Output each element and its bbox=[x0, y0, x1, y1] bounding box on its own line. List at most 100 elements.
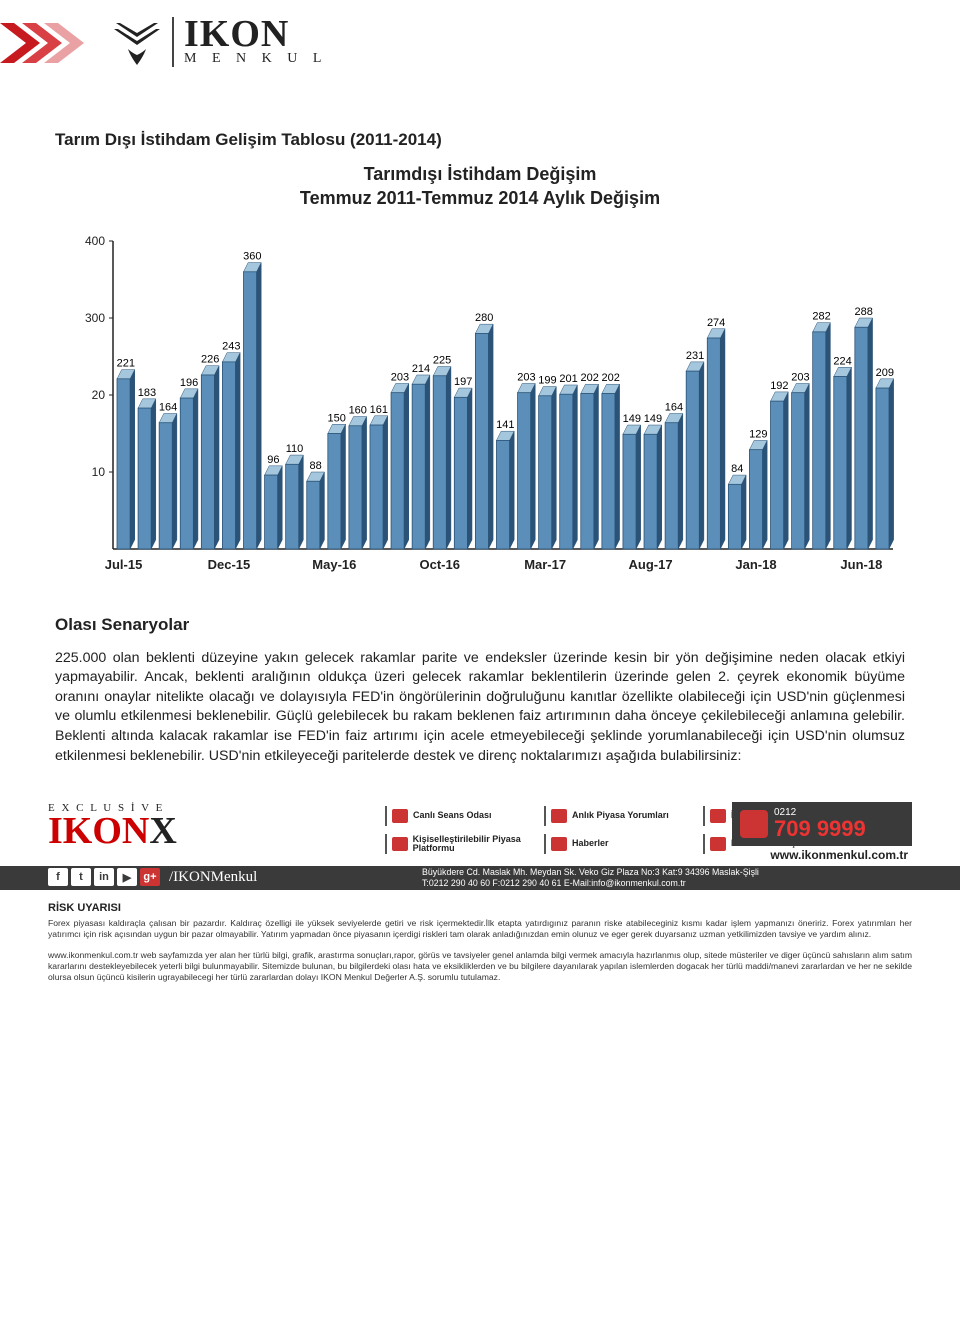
feature-icon bbox=[551, 837, 567, 851]
svg-text:203: 203 bbox=[391, 371, 409, 383]
svg-text:400: 400 bbox=[85, 234, 105, 248]
bar-chart: 1020300400221183164196226243360961108815… bbox=[55, 217, 905, 587]
svg-text:161: 161 bbox=[370, 403, 388, 415]
address-line1: Büyükdere Cd. Maslak Mh. Meydan Sk. Veko… bbox=[422, 867, 912, 878]
svg-text:221: 221 bbox=[117, 357, 135, 369]
page-header: IKON M E N K U L bbox=[0, 0, 960, 100]
svg-text:226: 226 bbox=[201, 353, 219, 365]
feature-item: Haberler bbox=[544, 834, 699, 854]
googleplus-icon[interactable]: g+ bbox=[140, 868, 160, 886]
logo-icon bbox=[110, 15, 164, 69]
svg-text:282: 282 bbox=[812, 310, 830, 322]
phone-icon bbox=[740, 810, 768, 838]
feature-label: Anlık Piyasa Yorumları bbox=[572, 811, 669, 820]
svg-text:Jul-15: Jul-15 bbox=[105, 557, 143, 572]
svg-text:196: 196 bbox=[180, 376, 198, 388]
social-handle[interactable]: /IKONMenkul bbox=[169, 869, 257, 886]
risk-para2: www.ikonmenkul.com.tr web sayfamızda yer… bbox=[48, 950, 912, 983]
svg-text:164: 164 bbox=[159, 401, 177, 413]
chart-title-line1: Tarımdışı İstihdam Değişim bbox=[55, 162, 905, 186]
svg-text:199: 199 bbox=[538, 374, 556, 386]
svg-text:Jun-18: Jun-18 bbox=[840, 557, 882, 572]
logo-text: IKON M E N K U L bbox=[172, 17, 327, 67]
svg-text:96: 96 bbox=[267, 453, 279, 465]
address-line2: T:0212 290 40 60 F:0212 290 40 61 E-Mail… bbox=[422, 878, 912, 889]
feature-icon bbox=[710, 837, 726, 851]
svg-text:Aug-17: Aug-17 bbox=[629, 557, 673, 572]
svg-text:Mar-17: Mar-17 bbox=[524, 557, 566, 572]
risk-title: RİSK UYARISI bbox=[48, 902, 912, 914]
svg-text:160: 160 bbox=[349, 404, 367, 416]
chevron-decoration bbox=[0, 18, 100, 68]
twitter-icon[interactable]: t bbox=[71, 868, 91, 886]
svg-text:203: 203 bbox=[517, 371, 535, 383]
social-icons: f t in ▶ g+ /IKONMenkul bbox=[48, 868, 257, 886]
svg-text:10: 10 bbox=[92, 465, 106, 479]
svg-text:231: 231 bbox=[686, 349, 704, 361]
ikonx-main: IKONX bbox=[48, 814, 177, 848]
ikonx-logo: E X C L U S İ V E IKONX bbox=[48, 802, 177, 848]
svg-text:274: 274 bbox=[707, 316, 725, 328]
youtube-icon[interactable]: ▶ bbox=[117, 868, 137, 886]
feature-label: Haberler bbox=[572, 839, 609, 848]
svg-text:141: 141 bbox=[496, 419, 514, 431]
svg-text:197: 197 bbox=[454, 376, 472, 388]
svg-text:149: 149 bbox=[644, 413, 662, 425]
chart-title: Tarımdışı İstihdam Değişim Temmuz 2011-T… bbox=[55, 162, 905, 211]
footer: E X C L U S İ V E IKONX Canlı Seans Odas… bbox=[0, 802, 960, 983]
svg-text:360: 360 bbox=[243, 250, 261, 262]
feature-item: Kişiselleştirilebilir Piyasa Platformu bbox=[385, 834, 540, 854]
page-root: IKON M E N K U L Tarım Dışı İstihdam Gel… bbox=[0, 0, 960, 1003]
svg-text:225: 225 bbox=[433, 354, 451, 366]
main-content: Tarım Dışı İstihdam Gelişim Tablosu (201… bbox=[0, 100, 960, 766]
feature-icon bbox=[392, 837, 408, 851]
svg-text:Dec-15: Dec-15 bbox=[208, 557, 251, 572]
site-url[interactable]: www.ikonmenkul.com.tr bbox=[770, 848, 908, 862]
svg-text:300: 300 bbox=[85, 311, 105, 325]
svg-text:Jan-18: Jan-18 bbox=[735, 557, 776, 572]
body-paragraph: 225.000 olan beklenti düzeyine yakın gel… bbox=[55, 649, 905, 767]
phone-box: 0212 709 9999 bbox=[732, 802, 912, 846]
scenario-title: Olası Senaryolar bbox=[55, 615, 905, 635]
feature-icon bbox=[710, 809, 726, 823]
section-title: Tarım Dışı İstihdam Gelişim Tablosu (201… bbox=[55, 130, 905, 150]
svg-text:203: 203 bbox=[791, 371, 809, 383]
svg-text:Oct-16: Oct-16 bbox=[420, 557, 460, 572]
address: Büyükdere Cd. Maslak Mh. Meydan Sk. Veko… bbox=[422, 867, 912, 889]
svg-text:20: 20 bbox=[92, 388, 106, 402]
footer-top: E X C L U S İ V E IKONX Canlı Seans Odas… bbox=[0, 802, 960, 890]
svg-text:209: 209 bbox=[876, 366, 894, 378]
phone-number: 709 9999 bbox=[774, 818, 866, 840]
feature-label: Kişiselleştirilebilir Piyasa Platformu bbox=[413, 835, 540, 854]
svg-text:164: 164 bbox=[665, 401, 683, 413]
svg-text:110: 110 bbox=[286, 443, 304, 455]
logo-subtitle: M E N K U L bbox=[184, 51, 327, 67]
ikonx-x: X bbox=[149, 810, 176, 852]
svg-text:201: 201 bbox=[559, 373, 577, 385]
svg-text:214: 214 bbox=[412, 363, 430, 375]
logo-title: IKON bbox=[184, 17, 327, 51]
logo: IKON M E N K U L bbox=[110, 15, 327, 69]
svg-text:88: 88 bbox=[309, 460, 321, 472]
svg-text:202: 202 bbox=[580, 372, 598, 384]
svg-text:202: 202 bbox=[602, 372, 620, 384]
svg-text:183: 183 bbox=[138, 386, 156, 398]
ikonx-ikon: IKON bbox=[48, 810, 149, 852]
feature-item: Canlı Seans Odası bbox=[385, 806, 540, 826]
linkedin-icon[interactable]: in bbox=[94, 868, 114, 886]
svg-text:280: 280 bbox=[475, 312, 493, 324]
svg-text:224: 224 bbox=[833, 355, 851, 367]
svg-text:192: 192 bbox=[770, 380, 788, 392]
feature-label: Canlı Seans Odası bbox=[413, 811, 492, 820]
feature-icon bbox=[392, 809, 408, 823]
facebook-icon[interactable]: f bbox=[48, 868, 68, 886]
risk-para1: Forex piyasası kaldıraçla çalısan bir pa… bbox=[48, 918, 912, 940]
svg-text:149: 149 bbox=[623, 413, 641, 425]
svg-text:May-16: May-16 bbox=[312, 557, 356, 572]
svg-text:84: 84 bbox=[731, 463, 743, 475]
chart-title-line2: Temmuz 2011-Temmuz 2014 Aylık Değişim bbox=[55, 186, 905, 210]
risk-disclaimer: RİSK UYARISI Forex piyasası kaldıraçla ç… bbox=[0, 890, 960, 983]
svg-text:288: 288 bbox=[855, 306, 873, 318]
svg-text:150: 150 bbox=[327, 412, 345, 424]
svg-text:243: 243 bbox=[222, 340, 240, 352]
